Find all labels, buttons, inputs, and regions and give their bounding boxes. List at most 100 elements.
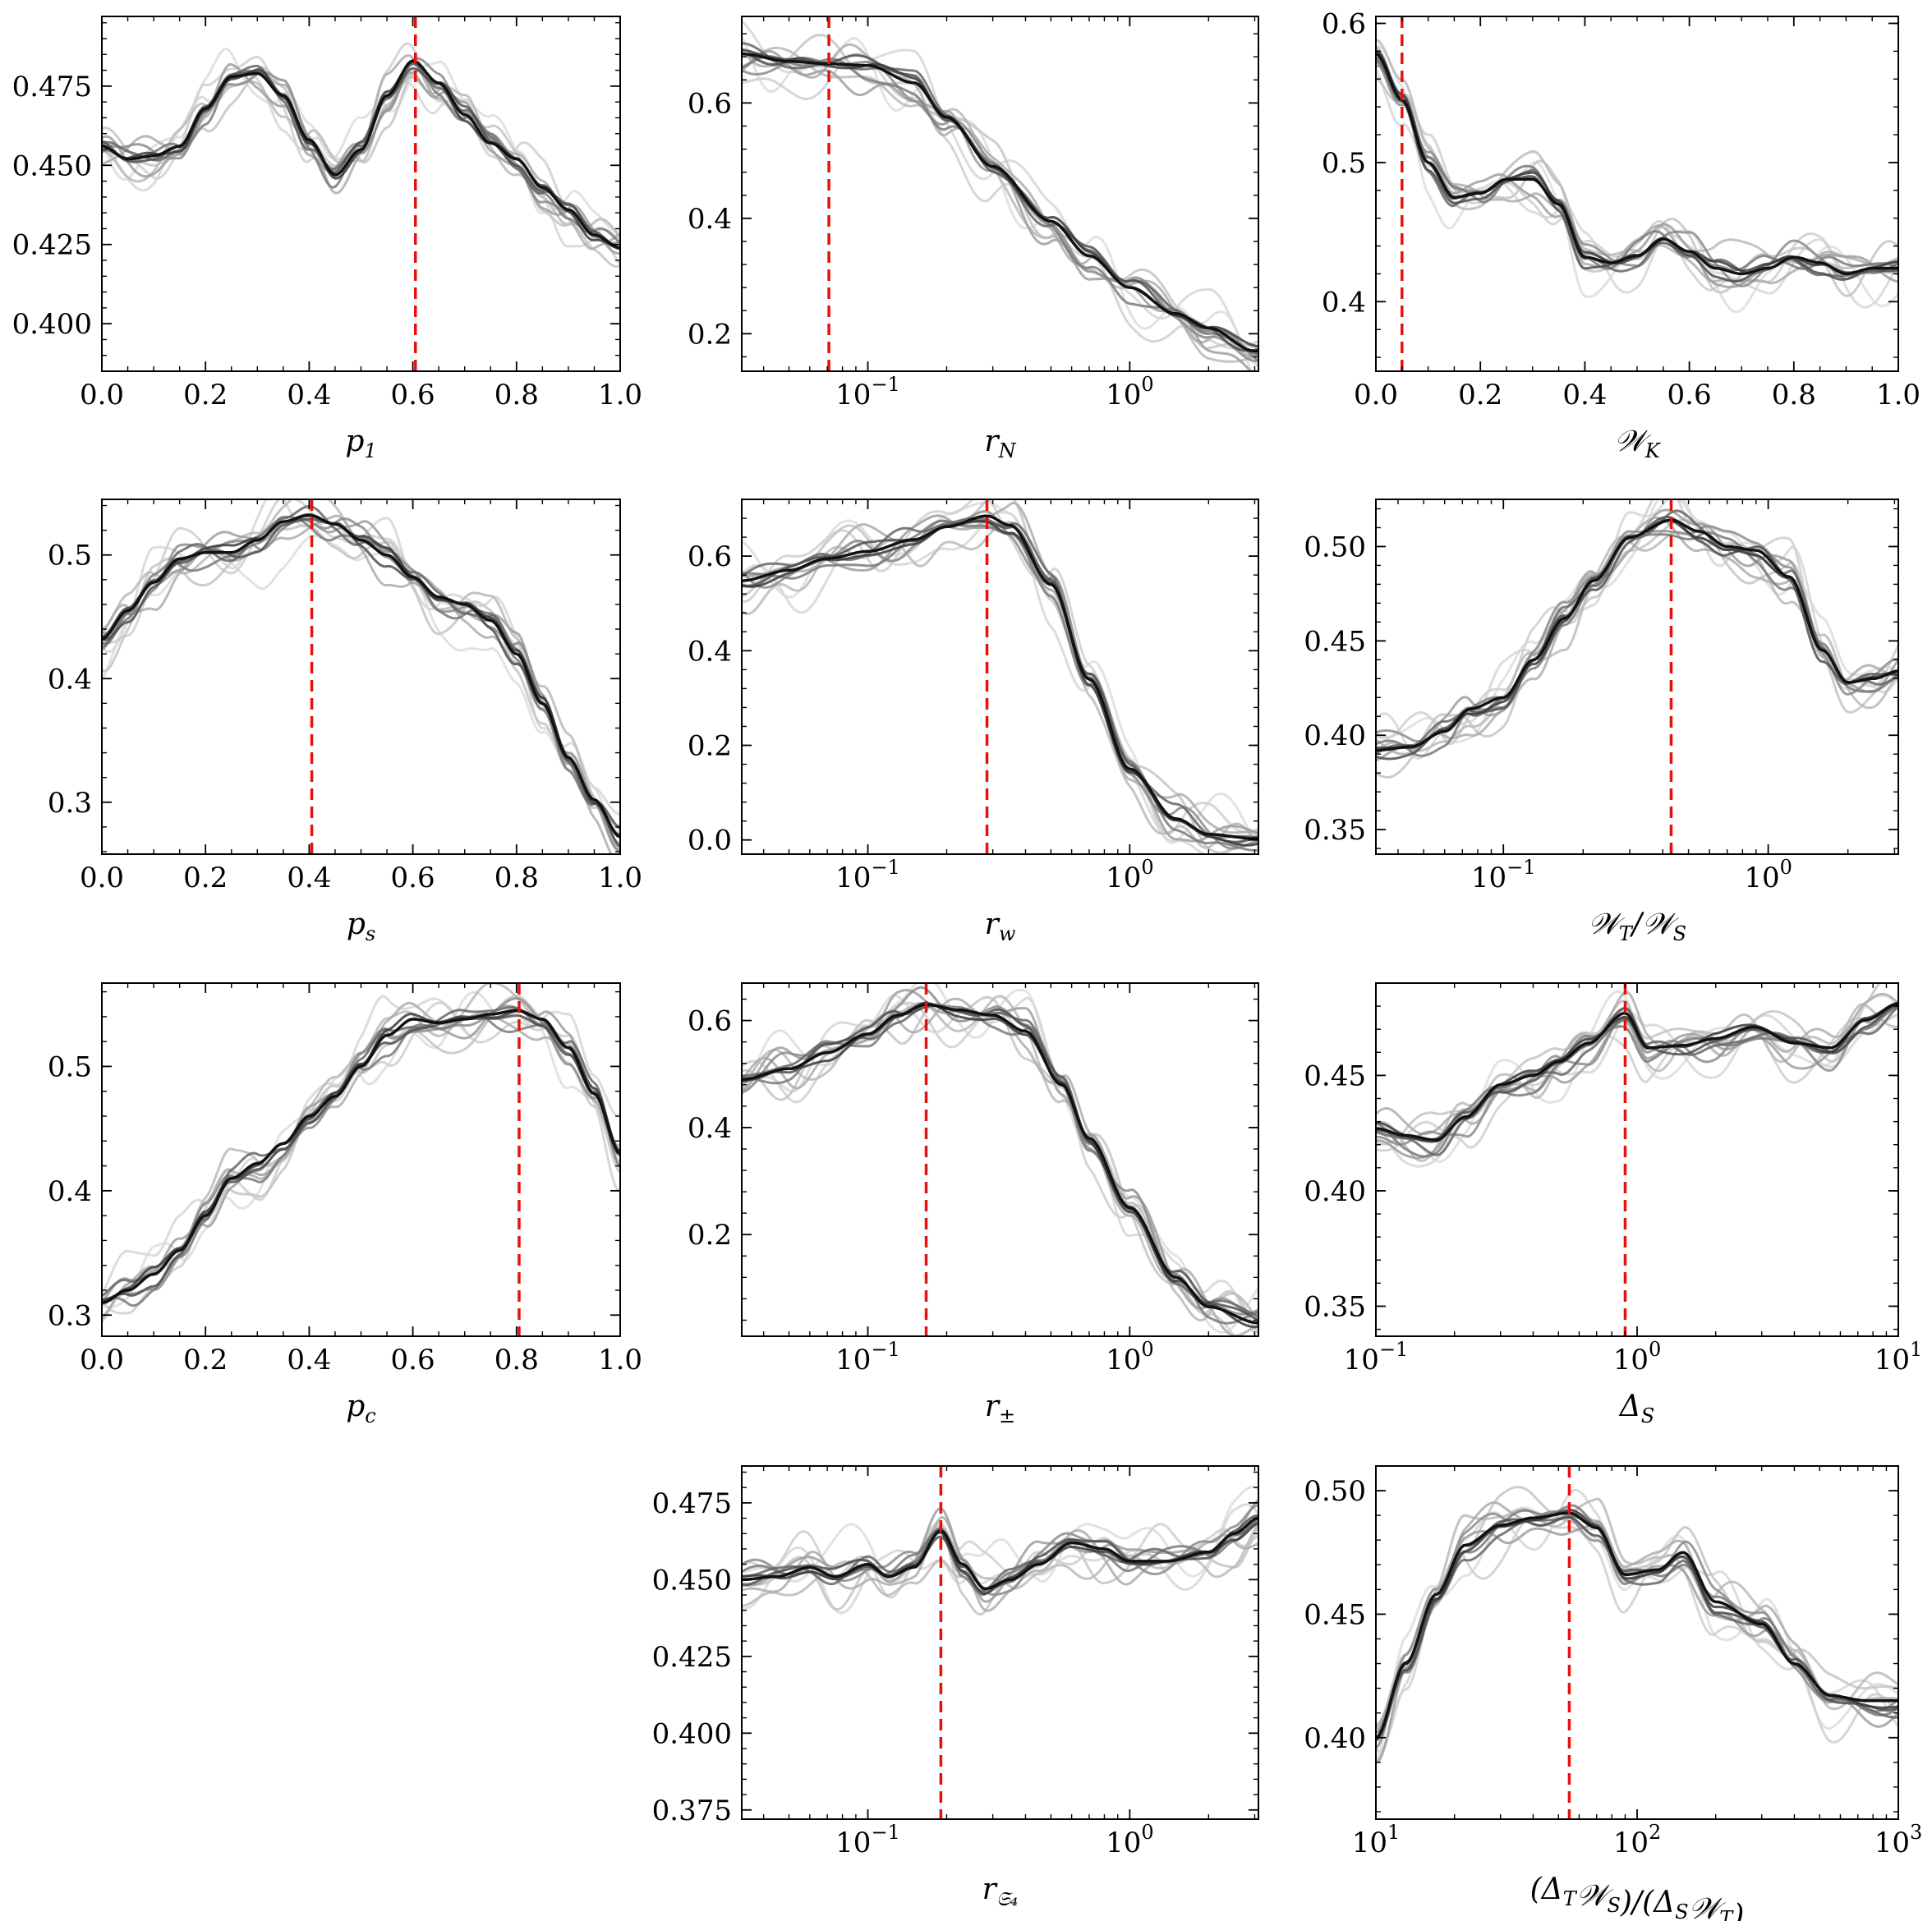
y-tick-label: 0.45 xyxy=(1304,1059,1366,1092)
x-axis-label: p1 xyxy=(345,425,376,462)
series-best-rw xyxy=(742,514,1258,840)
ensemble-curve xyxy=(102,66,620,268)
ensemble-curve xyxy=(742,511,1258,854)
x-axis-label: pc xyxy=(346,1390,376,1427)
x-tick-label: 102 xyxy=(1613,1821,1662,1859)
x-tick-label: 0.6 xyxy=(391,862,435,894)
ensemble-curve xyxy=(1376,1001,1898,1160)
ensemble-curve xyxy=(742,995,1258,1322)
y-tick-label: 0.6 xyxy=(1322,7,1366,40)
x-tick-label: 100 xyxy=(1106,1821,1154,1859)
x-tick-label: 0.6 xyxy=(391,379,435,411)
panel-WTWS: 10−1 100 0.35 0.40 0.45 0.50 𝒲T/𝒲S xyxy=(1304,499,1899,945)
x-tick-label: 100 xyxy=(1106,856,1154,894)
panel-rpm: 10−1 100 0.2 0.4 0.6 r± xyxy=(688,982,1259,1427)
y-tick-label: 0.4 xyxy=(1322,286,1366,319)
y-tick-label: 0.3 xyxy=(48,787,92,820)
y-tick-label: 0.40 xyxy=(1304,1722,1366,1755)
ensemble-curve xyxy=(1376,1488,1898,1753)
y-tick-label: 0.6 xyxy=(688,1005,732,1038)
ensemble-curve xyxy=(102,1001,620,1315)
axes-frame xyxy=(1375,499,1899,855)
curves-rw xyxy=(742,499,1258,854)
y-tick-label: 0.0 xyxy=(688,825,732,857)
y-tick-label: 0.6 xyxy=(688,540,732,573)
x-tick-label: 0.8 xyxy=(1772,379,1816,411)
y-tick-label: 0.5 xyxy=(48,540,92,572)
ensemble-curve xyxy=(102,997,620,1306)
ensemble-curve xyxy=(742,1002,1258,1325)
ensemble-curve xyxy=(742,1004,1258,1322)
ensemble-curve xyxy=(102,995,620,1323)
ensemble-curve xyxy=(1376,1013,1898,1152)
x-axis-label: r± xyxy=(985,1390,1015,1427)
panel-WK: 0.0 0.2 0.4 0.6 0.8 1.00.40.50.6𝒲K xyxy=(1322,7,1920,462)
x-tick-label: 10−1 xyxy=(835,373,900,411)
y-tick-label: 0.425 xyxy=(12,229,92,262)
x-tick-label: 0.2 xyxy=(1458,379,1502,411)
x-tick-label: 10−1 xyxy=(835,1338,900,1376)
x-tick-label: 0.6 xyxy=(1668,379,1712,411)
x-tick-label: 100 xyxy=(1613,1338,1662,1376)
x-tick-label: 0.2 xyxy=(183,379,228,411)
x-tick-label: 0.6 xyxy=(391,1344,435,1376)
x-tick-label: 100 xyxy=(1744,856,1792,894)
x-tick-label: 0.8 xyxy=(494,379,539,411)
series-best-rpm xyxy=(742,1003,1258,1325)
series-best-DS xyxy=(1376,1002,1898,1142)
panel-ps: 0.0 0.2 0.4 0.6 0.8 1.0 0.3 0.4 0.5 ps xyxy=(48,499,642,945)
x-tick-label: 100 xyxy=(1106,1338,1154,1376)
y-tick-label: 0.425 xyxy=(652,1641,732,1674)
x-tick-label: 0.0 xyxy=(80,1344,124,1376)
x-axis-label: r𝔖₄ xyxy=(982,1873,1019,1910)
y-tick-label: 0.475 xyxy=(652,1487,732,1520)
x-axis-label: ps xyxy=(347,908,375,945)
y-tick-label: 0.375 xyxy=(652,1795,732,1827)
y-tick-label: 0.4 xyxy=(688,1112,732,1145)
x-tick-label: 1.0 xyxy=(598,862,642,894)
series-best-rS4 xyxy=(742,1516,1258,1591)
ensemble-curve xyxy=(1376,1510,1898,1749)
x-tick-label: 0.0 xyxy=(80,379,124,411)
ensemble-curve xyxy=(1376,46,1898,285)
ensemble-curve xyxy=(742,989,1258,1315)
x-tick-label: 10−1 xyxy=(835,1821,900,1859)
x-tick-label: 1.0 xyxy=(598,1344,642,1376)
ensemble-curve xyxy=(1376,50,1898,283)
y-tick-label: 0.40 xyxy=(1304,719,1366,752)
ensemble-curve xyxy=(742,1001,1258,1329)
ensemble-curve xyxy=(102,1014,620,1307)
curves-WK xyxy=(1376,39,1898,314)
y-tick-label: 0.40 xyxy=(1304,1175,1366,1208)
y-tick-label: 0.4 xyxy=(688,203,732,236)
ensemble-curve xyxy=(742,1520,1258,1593)
x-tick-label: 0.2 xyxy=(183,862,228,894)
x-tick-label: 0.0 xyxy=(80,862,124,894)
ensemble-curve xyxy=(1376,56,1898,278)
ensemble-curve xyxy=(1376,1004,1898,1142)
series-best-WTWS xyxy=(1376,518,1898,752)
series-best-WK xyxy=(1376,53,1898,276)
axes-frame xyxy=(741,1465,1259,1820)
ensemble-curve xyxy=(1376,1486,1898,1730)
curves-rpm xyxy=(742,983,1258,1336)
series-best-ratio xyxy=(1376,1511,1898,1739)
series-best-ps xyxy=(102,513,620,839)
x-tick-label: 0.8 xyxy=(494,1344,539,1376)
x-tick-label: 10−1 xyxy=(1344,1338,1409,1376)
x-tick-label: 1.0 xyxy=(598,379,642,411)
x-tick-label: 1.0 xyxy=(1876,379,1920,411)
x-tick-label: 100 xyxy=(1106,373,1154,411)
panel-pc: 0.0 0.2 0.4 0.6 0.8 1.0 0.3 0.4 0.5 pc xyxy=(48,982,642,1427)
x-axis-label: rw xyxy=(985,908,1016,945)
y-tick-label: 0.400 xyxy=(12,308,92,341)
axes-frame xyxy=(1375,1465,1899,1820)
ensemble-curve xyxy=(742,52,1258,352)
curves-pc xyxy=(102,983,620,1323)
ensemble-curve xyxy=(102,47,620,232)
x-axis-label: ΔS xyxy=(1618,1390,1654,1427)
x-tick-label: 0.2 xyxy=(183,1344,228,1376)
curves-rS4 xyxy=(742,1486,1258,1616)
panel-DS: 10−1 100 101 0.35 0.40 0.45 ΔS xyxy=(1304,982,1922,1427)
